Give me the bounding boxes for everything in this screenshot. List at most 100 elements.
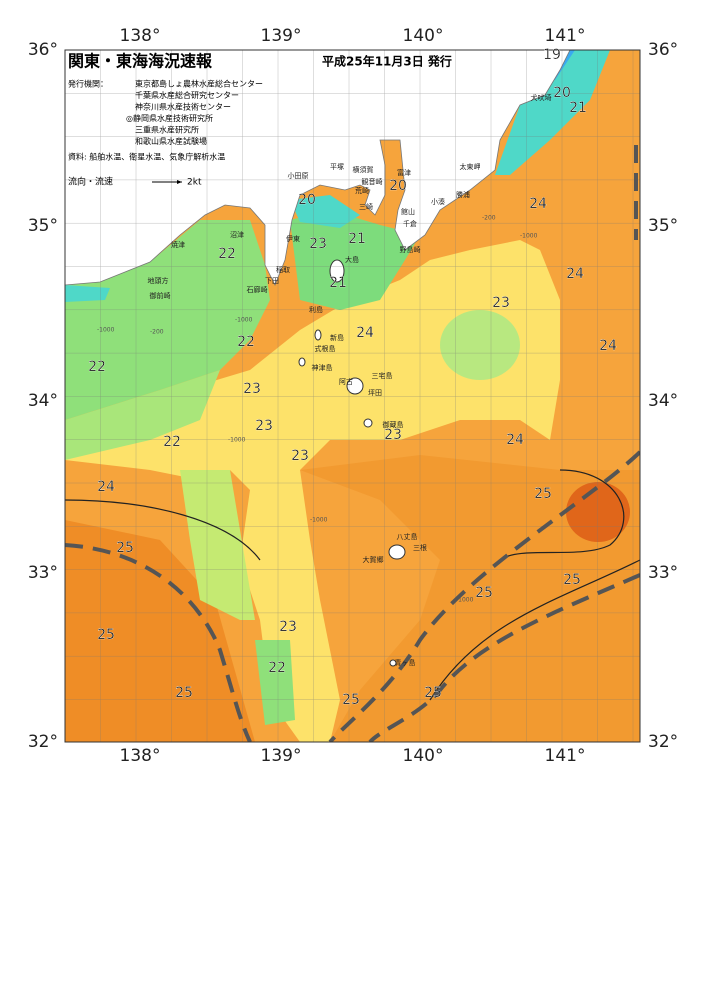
temperature-label: 20 [298,192,316,208]
place-name: 大賀郷 [363,555,384,564]
longitude-label: 138° [120,26,161,46]
place-name: 荒崎 [355,186,369,195]
longitude-label: 139° [261,26,302,46]
publisher: ◎静岡県水産技術研究所 [126,113,213,123]
place-name: 八丈島 [397,532,418,541]
temperature-label: 22 [268,660,286,676]
longitude-label: 138° [120,746,161,766]
temperature-label: 23 [309,236,327,252]
place-name: 下田 [265,277,279,285]
longitude-label: 140° [403,26,444,46]
temperature-label: 23 [291,448,309,464]
sea [65,50,640,742]
latitude-label: 32° [648,732,678,752]
place-name: 小湊 [431,197,445,206]
place-name: 野島崎 [400,245,421,254]
temperature-label: 24 [356,325,374,341]
temperature-label: 25 [534,486,552,502]
depth-label: -1000 [310,517,328,524]
temperature-label: 24 [566,266,584,282]
place-name: 館山 [401,207,415,216]
latitude-label: 35° [648,216,678,236]
temperature-label: 23 [255,418,273,434]
temperature-label: 22 [218,246,236,262]
temperature-label: 24 [506,432,524,448]
depth-label: -200 [150,329,164,336]
place-name: 沼津 [230,230,244,239]
place-name: 伊東 [286,234,300,243]
temperature-label: 22 [88,359,106,375]
place-name: 富津 [397,168,411,177]
frame [64,49,641,743]
temperature-label: 25 [97,627,115,643]
place-name: 地頭方 [148,276,169,285]
depth-label: -200 [482,215,496,222]
publisher: 神奈川県水産技術センター [135,102,231,112]
temperature-label: 23 [279,619,297,635]
temperature-label: 22 [163,434,181,450]
place-name: 新島 [330,333,344,342]
longitude-label: 139° [261,746,302,766]
depth-label: -1000 [97,327,115,334]
latitude-label: 36° [648,40,678,60]
latitude-label: 34° [28,391,58,411]
temperature-label: 21 [348,231,366,247]
place-name: 稲取 [276,265,290,274]
publisher: 和歌山県水産試験場 [135,136,207,146]
place-name: 勝浦 [456,190,470,199]
temperature-label: 19 [543,47,561,63]
depth-label: -1000 [456,597,474,604]
place-name: 犬吠埼 [531,93,552,102]
place-name: 太東岬 [460,162,481,171]
place-name: 横須賀 [353,165,374,174]
publisher: 東京都島しょ農林水産総合センター [135,79,263,89]
temperature-label: 24 [599,338,617,354]
publisher-label: 発行機関： [68,79,108,89]
longitude-label: 141° [545,746,586,766]
temperature-label: 20 [389,178,407,194]
temperature-label: 25 [475,585,493,601]
temperature-label: 25 [563,572,581,588]
longitude-label: 140° [403,746,444,766]
temperature-label: 23 [384,427,402,443]
temperature-label: 24 [529,196,547,212]
temperature-label: 23 [492,295,510,311]
latitude-label: 32° [28,732,58,752]
temperature-label: 24 [97,479,115,495]
latitude-label: 36° [28,40,58,60]
place-name: 大島 [345,255,359,264]
place-name: 平塚 [330,162,344,171]
place-name: 三宅島 [372,371,393,380]
longitude-label: 141° [545,26,586,46]
temperature-label: 23 [243,381,261,397]
source: 資料: 船舶水温、衛星水温、気象庁解析水温 [68,152,225,162]
place-name: 式根島 [315,344,336,353]
temperature-label: 22 [237,334,255,350]
title: 関東・東海海況速報 [68,52,213,71]
latitude-label: 33° [648,563,678,583]
place-name: 三崎 [359,202,373,211]
place-name: 神津島 [312,363,333,372]
place-name: 御蔵島 [383,420,404,429]
temperature-label: 25 [342,692,360,708]
depth-label: -1000 [228,437,246,444]
temperature-label: 21 [329,275,347,291]
place-name: 阿古 [339,377,353,386]
place-name: 利島 [309,305,323,314]
place-name: 石廊崎 [247,285,268,294]
date: 平成25年11月3日 発行 [322,54,452,69]
temperature-label: 21 [569,100,587,116]
depth-label: -1000 [235,317,253,324]
temperature-label: 25 [424,685,442,701]
latitude-label: 33° [28,563,58,583]
place-name: 青ヶ島 [395,658,416,667]
place-name: 三根 [413,543,427,552]
latitude-label: 34° [648,391,678,411]
temperature-label: 25 [175,685,193,701]
place-name: 御前崎 [150,291,171,300]
depth-label: -1000 [520,233,538,240]
place-name: 坪田 [368,389,382,397]
temperature-label: 25 [116,540,134,556]
publisher: 千葉県水産総合研究センター [135,90,239,100]
